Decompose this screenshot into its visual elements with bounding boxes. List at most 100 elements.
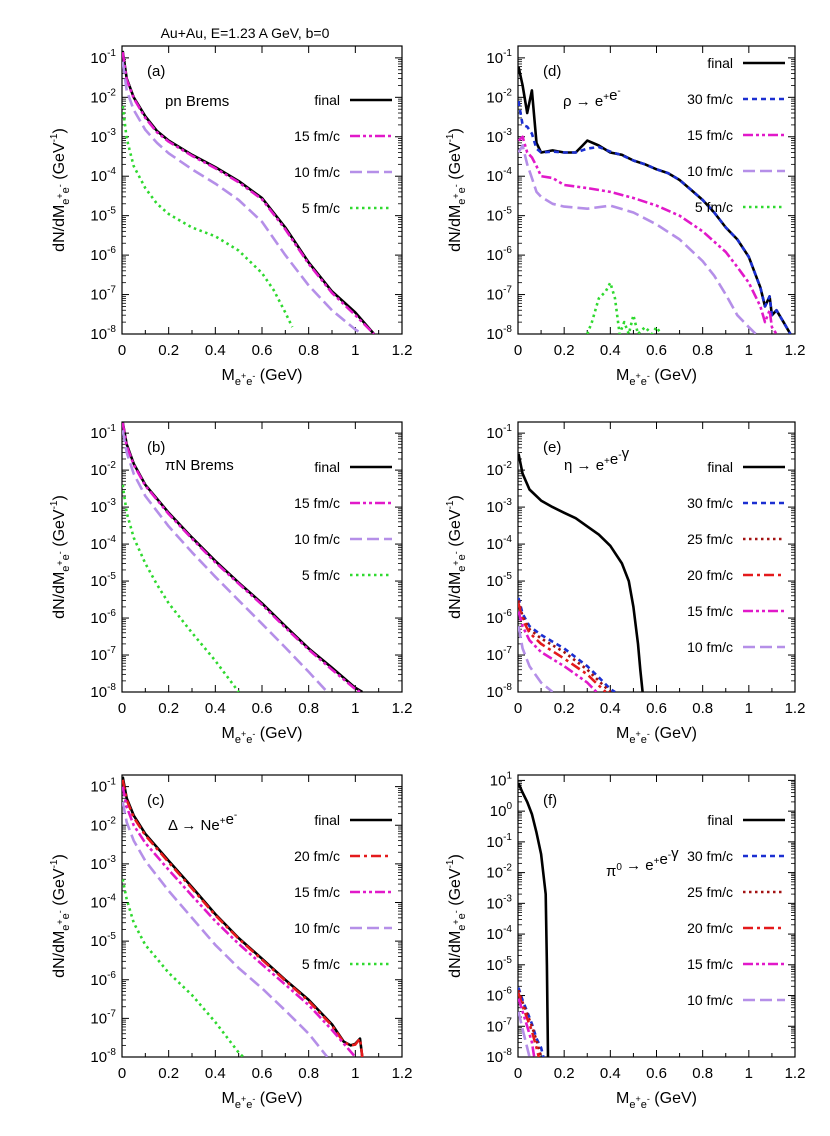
panel-f-series-15-fm-c	[518, 998, 536, 1057]
x-tick-label: 1	[745, 1065, 753, 1082]
y-tick-label: 10-3	[90, 854, 116, 873]
panel-f-annotation: π0 → e+e-γ	[606, 845, 679, 880]
x-tick-label: 0.6	[252, 700, 273, 717]
legend-label: final	[314, 459, 340, 475]
panel-d-y-axis-label: dN/dMe+e- (GeV-1)	[445, 128, 468, 252]
y-tick-label: 10-5	[486, 206, 512, 225]
y-tick-label: 10-1	[486, 832, 512, 851]
y-tick-label: 10-2	[90, 87, 116, 106]
legend-label: 15 fm/c	[294, 495, 340, 511]
y-tick-label: 10-4	[486, 166, 512, 185]
panel-a-annotation: pn Brems	[165, 93, 229, 110]
y-tick-label: 10-7	[486, 1016, 512, 1035]
legend-label: 15 fm/c	[294, 128, 340, 144]
y-tick-label: 10-4	[90, 893, 116, 912]
y-tick-label: 10-3	[486, 893, 512, 912]
panel-d-series-5-fm-c	[586, 281, 663, 334]
panel-c-series-15-fm-c	[122, 786, 357, 1057]
panel-d-series-30-fm-c	[518, 100, 792, 334]
panel-c-annotation: Δ → Ne+e-	[168, 810, 237, 834]
x-tick-label: 0	[514, 342, 522, 359]
y-tick-label: 10-7	[90, 1008, 116, 1027]
panel-e-series-25-fm-c	[518, 600, 612, 692]
x-tick-label: 0.2	[158, 700, 179, 717]
y-tick-label: 10-1	[90, 48, 116, 67]
y-tick-label: 10-6	[90, 970, 116, 989]
y-tick-label: 10-4	[486, 924, 512, 943]
y-tick-label: 10-7	[486, 645, 512, 664]
y-tick-label: 10-1	[90, 777, 116, 796]
panel-e-frame	[517, 421, 796, 693]
x-tick-label: 0.2	[554, 1065, 575, 1082]
legend-label: 15 fm/c	[294, 884, 340, 900]
x-tick-label: 1.2	[392, 342, 413, 359]
legend-label: 30 fm/c	[687, 848, 733, 864]
panel-c-label: (c)	[147, 792, 165, 809]
panel-b-x-axis-label: Me+e- (GeV)	[222, 725, 303, 746]
y-tick-label: 10-6	[486, 986, 512, 1005]
y-tick-label: 10-1	[90, 423, 116, 442]
y-tick-label: 10-3	[90, 497, 116, 516]
x-tick-label: 0	[514, 700, 522, 717]
x-tick-label: 0	[118, 1065, 126, 1082]
x-tick-label: 0.8	[298, 342, 319, 359]
legend-label: final	[314, 92, 340, 108]
panel-d-series-final	[518, 66, 792, 334]
legend-label: 15 fm/c	[687, 127, 733, 143]
panel-b-annotation: πN Brems	[165, 457, 234, 474]
panel-f-label: (f)	[543, 792, 557, 809]
legend-label: 10 fm/c	[294, 164, 340, 180]
y-tick-label: 10-6	[486, 608, 512, 627]
panel-b-frame	[121, 421, 403, 693]
x-tick-label: 0	[118, 700, 126, 717]
y-tick-label: 10-3	[486, 497, 512, 516]
y-tick-label: 10-8	[90, 324, 116, 343]
y-tick-label: 10-5	[486, 955, 512, 974]
x-tick-label: 0.4	[600, 700, 621, 717]
panel-c-series-5-fm-c	[122, 878, 245, 1057]
panel-e-series-10-fm-c	[518, 625, 554, 692]
x-tick-label: 0.8	[298, 1065, 319, 1082]
panel-c: 0 0.2 0.4 0.6 0.8 1 1.2 10-1 10-2 10-3 10-4 10-5 10-…	[49, 774, 412, 1111]
x-tick-label: 0.8	[692, 700, 713, 717]
x-tick-label: 1	[351, 1065, 359, 1082]
x-tick-label: 0.2	[158, 1065, 179, 1082]
panel-e-series-20-fm-c	[518, 602, 607, 692]
panel-c-series-10-fm-c	[122, 801, 329, 1057]
x-tick-label: 1	[351, 700, 359, 717]
panel-d-x-axis-label: Me+e- (GeV)	[616, 367, 697, 388]
panel-d-series-10-fm-c	[518, 144, 757, 334]
x-tick-label: 0.4	[205, 342, 226, 359]
x-tick-label: 0.6	[646, 342, 667, 359]
legend-label: 30 fm/c	[687, 91, 733, 107]
panels: 0 0.2 0.4 0.6 0.8 1 1.2 10-1 10-2 10-3 10-4 10-5 10-…	[49, 45, 806, 1111]
y-tick-label: 10-5	[486, 571, 512, 590]
x-tick-label: 1.2	[785, 1065, 806, 1082]
panel-e: 0 0.2 0.4 0.6 0.8 1 1.2 10-1 10-2 10-3 10-4 10-5 10-…	[445, 421, 805, 746]
y-tick-label: 100	[490, 801, 513, 820]
panel-e-label: (e)	[543, 439, 561, 456]
panel-f-y-axis-label: dN/dMe+e- (GeV-1)	[445, 854, 468, 978]
panel-d-annotation: ρ → e+e-	[563, 86, 621, 110]
y-tick-label: 10-2	[486, 460, 512, 479]
x-tick-label: 0.4	[600, 342, 621, 359]
panel-a-label: (a)	[147, 63, 165, 80]
x-tick-label: 0.6	[646, 700, 667, 717]
panel-f-series-final	[518, 782, 550, 1057]
panel-d-label: (d)	[543, 63, 561, 80]
legend-label: 15 fm/c	[687, 603, 733, 619]
legend-label: 10 fm/c	[687, 639, 733, 655]
panel-c-frame	[121, 774, 403, 1058]
x-tick-label: 1.2	[392, 700, 413, 717]
x-tick-label: 0.2	[554, 342, 575, 359]
x-tick-label: 0.6	[252, 342, 273, 359]
legend-label: 5 fm/c	[302, 200, 340, 216]
panel-e-y-axis-label: dN/dMe+e- (GeV-1)	[445, 495, 468, 619]
panel-b-series-10-fm-c	[122, 429, 329, 692]
y-tick-label: 10-4	[486, 534, 512, 553]
panel-f-x-axis-label: Me+e- (GeV)	[616, 1090, 697, 1111]
panel-a-series-15-fm-c	[122, 51, 375, 334]
x-tick-label: 0.8	[298, 700, 319, 717]
legend-label: 10 fm/c	[687, 992, 733, 1008]
